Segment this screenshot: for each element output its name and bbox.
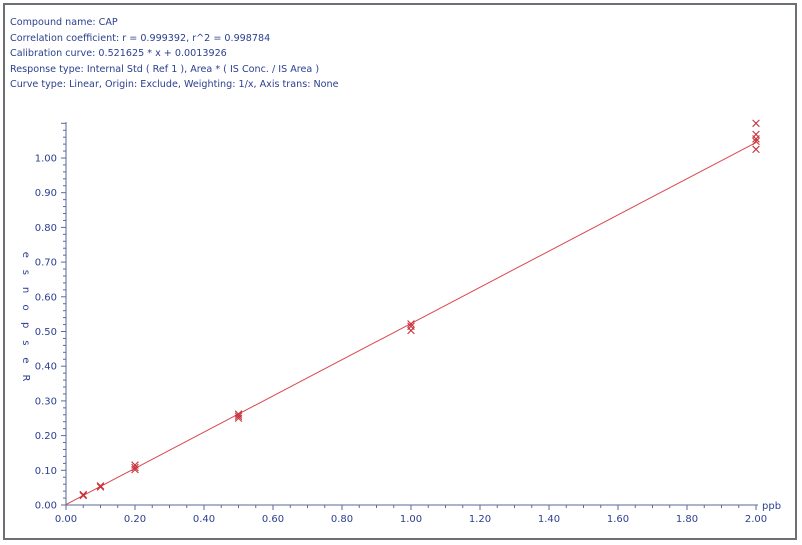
data-point [131,461,139,469]
correlation-coefficient: Correlation coefficient: r = 0.999392, r… [10,32,271,44]
y-axis-label: Re s p o n s e [20,252,31,382]
data-point [79,491,88,500]
y-axis-label-letter: n [20,287,31,293]
y-axis-label-letter: R [20,375,31,382]
x-tick-label: 0.20 [124,514,146,525]
y-tick-label: 0.90 [35,188,57,199]
y-tick-label: 0.10 [35,466,57,477]
y-tick-label: 0.20 [35,431,57,442]
data-point [96,483,105,491]
x-axis-label: ppb [762,501,781,512]
x-tick-label: 1.20 [469,514,491,525]
data-point [234,410,243,418]
data-point [752,130,760,139]
calibration-curve: Calibration curve: 0.521625 * x + 0.0013… [10,48,227,60]
y-axis-label-letter: e [20,357,31,363]
x-tick-label: 0.00 [55,514,77,525]
data-point [407,322,415,331]
data-point [752,145,760,154]
curve-type: Curve type: Linear, Origin: Exclude, Wei… [10,79,339,91]
y-tick-label: 0.30 [35,396,57,407]
y-axis-label-letter: o [20,305,31,311]
response-type: Response type: Internal Std ( Ref 1 ), A… [10,63,320,75]
chart-header: Compound name: CAP Correlation coefficie… [10,15,339,93]
data-point [407,320,415,328]
y-tick-label: 0.00 [35,501,57,512]
y-tick-label: 0.70 [35,258,57,269]
x-tick-label: 1.40 [538,514,560,525]
y-tick-label: 0.50 [35,327,57,338]
data-point [752,119,760,128]
x-tick-label: 0.40 [193,514,215,525]
y-axis-label-letter: s [20,270,31,275]
x-tick-label: 1.60 [607,514,629,525]
data-point [752,137,760,146]
y-tick-label: 0.40 [35,362,57,373]
y-axis-label-letter: p [20,322,31,328]
y-tick-label: 0.80 [35,223,57,234]
compound-name: Compound name: CAP [10,17,118,28]
data-point [234,412,243,420]
x-tick-label: 1.80 [676,514,698,525]
data-point [131,463,139,472]
data-point [96,482,105,490]
x-tick-label: 0.80 [331,514,353,525]
x-tick-label: 0.60 [262,514,284,525]
chart-frame [3,3,797,540]
y-axis-label-letter: e [20,252,31,258]
y-tick-label: 1.00 [35,154,57,165]
y-axis-label-letter: s [20,340,31,345]
x-tick-label: 2.00 [745,514,767,525]
x-tick-label: 1.00 [400,514,422,525]
data-point [79,490,88,499]
y-tick-label: 0.60 [35,292,57,303]
